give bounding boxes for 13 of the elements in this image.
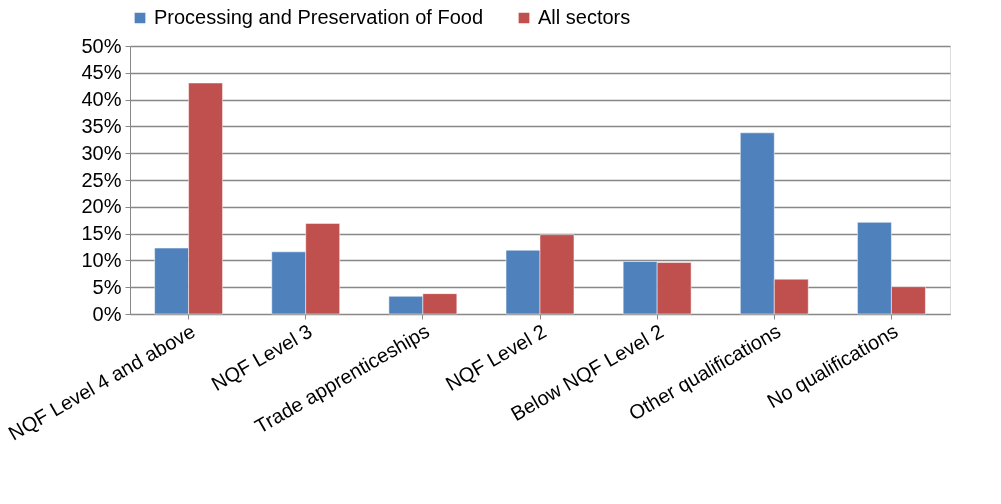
y-tick-label: 20% (81, 195, 122, 218)
legend-label: Processing and Preservation of Food (154, 6, 484, 28)
legend-label: All sectors (538, 6, 631, 28)
y-tick-label: 35% (81, 114, 122, 137)
y-tick-label: 25% (81, 168, 122, 191)
y-tick-label: 0% (92, 302, 122, 325)
y-tick-label: 50% (81, 34, 122, 57)
y-tick-label: 15% (81, 222, 122, 245)
y-tick-label: 30% (81, 141, 122, 164)
y-tick-label: 10% (81, 248, 122, 271)
y-tick-label: 40% (81, 88, 122, 111)
y-tick-label: 5% (92, 275, 122, 298)
y-tick-label: 45% (81, 61, 122, 84)
